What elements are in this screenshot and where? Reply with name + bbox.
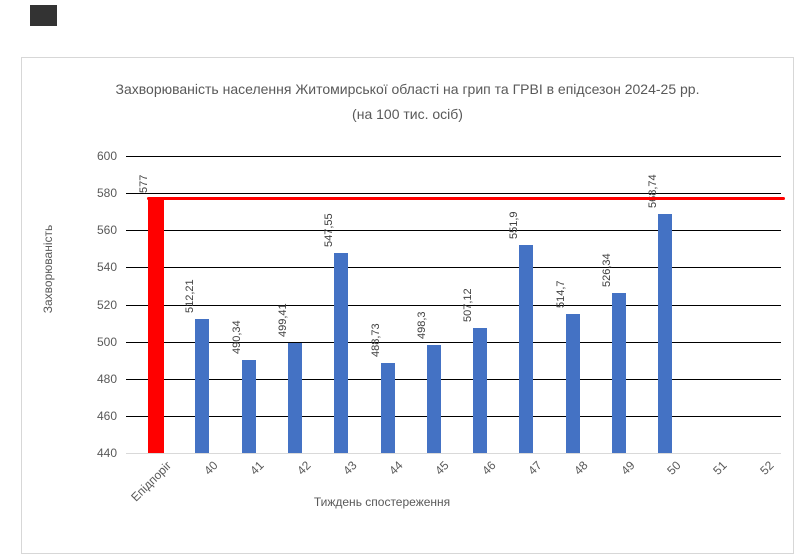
chart-title: Захворюваність населення Житомирської об… (22, 77, 793, 127)
week-bar (287, 342, 302, 453)
week-bar (612, 292, 626, 453)
week-bar (334, 253, 349, 453)
y-axis-tick-label: 540 (96, 260, 117, 274)
x-axis-tick-label: 52 (756, 458, 777, 478)
y-axis-tick-label: 500 (96, 335, 117, 349)
gridline (126, 379, 781, 380)
gridline (126, 453, 781, 454)
bar-data-label: 577 (138, 174, 150, 193)
x-axis-tick-label: Епідпоріг (128, 458, 175, 505)
y-axis-tick-label: 580 (96, 186, 117, 200)
week-bar (658, 214, 673, 453)
chart-title-line1: Захворюваність населення Житомирської об… (115, 81, 700, 97)
x-axis-tick-label: 49 (617, 458, 638, 478)
gridline (126, 342, 781, 343)
bar-data-label: 488,73 (369, 322, 382, 357)
x-axis-tick-label: 48 (571, 458, 591, 478)
bar-data-label: 547,55 (323, 213, 336, 248)
gridline (126, 156, 781, 157)
bar-data-label: 568,74 (647, 174, 660, 209)
y-axis-tick-label: 560 (96, 223, 117, 237)
y-axis-tick-label: 460 (96, 409, 117, 423)
x-axis-tick-label: 51 (710, 458, 730, 478)
window-artifact (30, 5, 57, 26)
plot-area: 440 460 480 500 520 540 560 580 600 577 Епідпоріг 5… (22, 58, 793, 553)
x-axis-tick-label: 47 (525, 458, 545, 478)
week-bar (241, 359, 256, 453)
chart-title-line2: (на 100 тис. осіб) (352, 106, 463, 122)
threshold-bar (148, 198, 164, 453)
bar-data-label: 526,34 (601, 253, 613, 287)
week-bar (195, 318, 210, 453)
bar-data-label: 498,3 (415, 311, 428, 339)
gridline (126, 416, 781, 417)
gridline (126, 267, 781, 268)
x-axis-tick-label: 40 (201, 458, 221, 478)
x-axis-tick-label: 46 (478, 458, 499, 478)
x-axis-tick-label: 42 (293, 458, 314, 478)
week-bar (380, 362, 395, 453)
y-axis-tick-label: 480 (96, 372, 117, 386)
gridline (126, 193, 781, 194)
chart-panel[interactable]: Захворюваність населення Житомирської об… (21, 57, 794, 554)
bar-data-label: 551,9 (508, 211, 521, 240)
week-bar (473, 328, 488, 453)
bar-data-label: 499,41 (276, 303, 289, 337)
threshold-line (147, 197, 785, 201)
x-axis-tick-label: 45 (432, 458, 453, 478)
y-axis-tick-label: 520 (96, 298, 117, 312)
x-axis-tick-label: 43 (340, 458, 360, 478)
gridline (126, 230, 781, 231)
y-axis-tick-label: 440 (96, 446, 117, 460)
week-bar (565, 314, 580, 453)
bar-data-label: 512,21 (184, 279, 197, 313)
bar-data-label: 514,7 (554, 280, 567, 309)
gridline (126, 305, 781, 306)
bar-data-label: 490,34 (230, 319, 243, 354)
week-bar (426, 344, 441, 453)
x-axis-title: Тиждень спостереження (313, 495, 451, 509)
x-axis-tick-label: 41 (247, 458, 267, 478)
x-axis-tick-label: 44 (386, 458, 406, 478)
bar-data-label: 507,12 (462, 288, 475, 323)
week-bar (519, 245, 534, 453)
x-axis-tick-label: 50 (664, 458, 684, 478)
y-axis-tick-label: 600 (96, 149, 117, 163)
